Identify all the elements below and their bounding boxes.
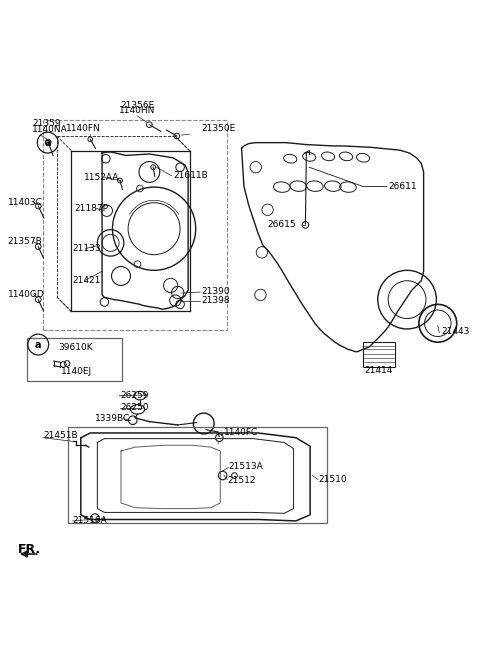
Text: 1152AA: 1152AA (84, 173, 120, 182)
Text: 1140FN: 1140FN (66, 124, 100, 133)
Bar (43, 120, 228, 331)
Text: 21356E: 21356E (120, 100, 155, 110)
Text: 21414: 21414 (364, 366, 393, 375)
Text: 1140NA: 1140NA (32, 125, 68, 134)
Text: 1140EJ: 1140EJ (60, 367, 92, 376)
Text: 39610K: 39610K (59, 343, 94, 352)
Text: 21357B: 21357B (8, 237, 42, 246)
Text: 26259: 26259 (120, 390, 148, 400)
Text: 21421: 21421 (73, 276, 101, 285)
Bar (68, 427, 327, 523)
Text: 26611: 26611 (388, 182, 417, 191)
Text: FR.: FR. (18, 543, 41, 556)
Text: 26615: 26615 (267, 220, 296, 230)
Text: 21390: 21390 (202, 287, 230, 296)
Text: 1140GD: 1140GD (8, 291, 44, 299)
Text: 21510: 21510 (319, 475, 347, 484)
Text: 21187P: 21187P (75, 204, 108, 213)
Text: a: a (45, 138, 51, 148)
Bar (363, 342, 395, 367)
Text: 21516A: 21516A (73, 516, 108, 525)
Text: 21398: 21398 (202, 296, 230, 305)
Text: 26250: 26250 (120, 403, 148, 412)
Text: a: a (35, 340, 41, 350)
Text: 21350E: 21350E (202, 124, 236, 133)
Bar (27, 338, 122, 381)
Text: 1140FC: 1140FC (224, 428, 258, 438)
Text: 21133: 21133 (73, 244, 101, 253)
Text: 21451B: 21451B (43, 431, 78, 440)
Text: 21512: 21512 (228, 476, 256, 485)
Text: 21443: 21443 (442, 327, 470, 337)
Text: 11403C: 11403C (8, 198, 42, 207)
Text: 1140HN: 1140HN (120, 106, 156, 115)
Text: 21513A: 21513A (229, 462, 264, 470)
Text: 21359: 21359 (32, 119, 60, 128)
Text: 1339BC: 1339BC (95, 415, 130, 423)
Text: 21611B: 21611B (173, 171, 208, 180)
